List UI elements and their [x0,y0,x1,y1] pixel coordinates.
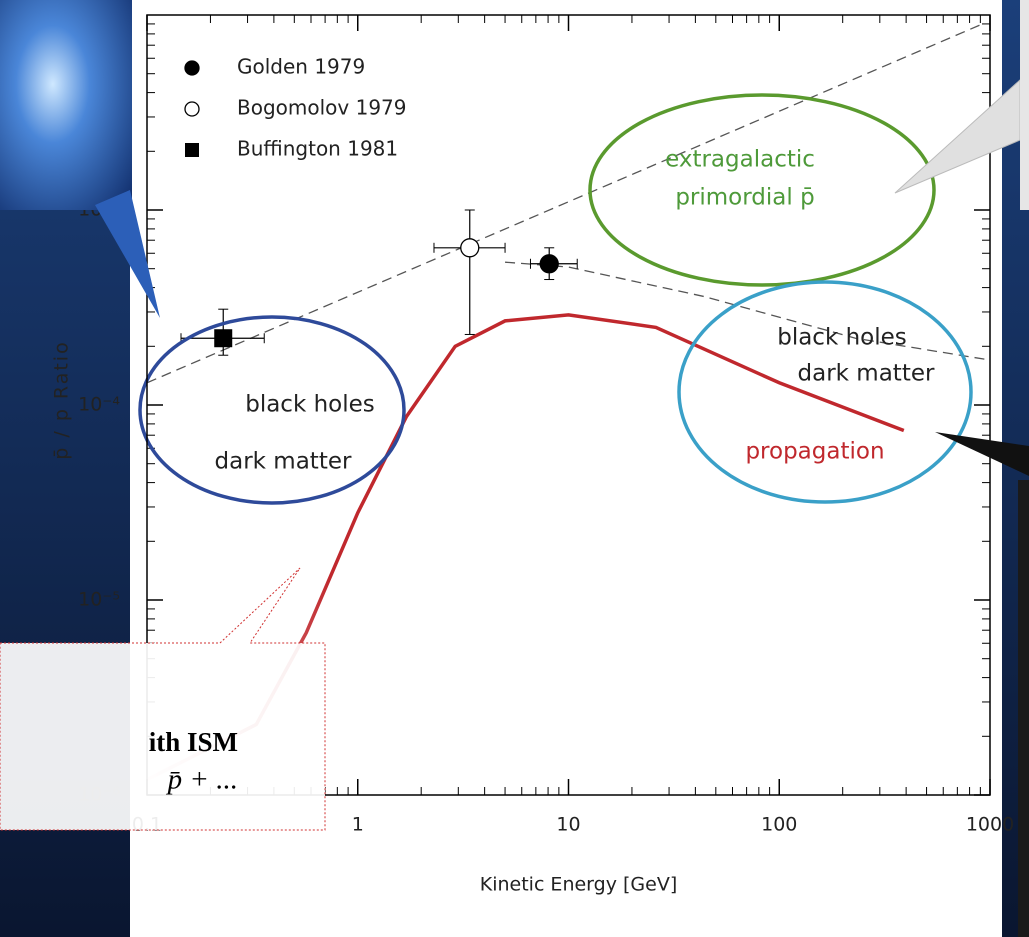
data-point [184,101,200,117]
annotation-ellipse [677,280,973,504]
dark-pointer [935,432,1029,476]
annotation-text: extragalactic [665,147,815,173]
plot-frame [146,14,991,796]
speech-box [1020,0,1029,210]
annotation-text: primordial p̄ [675,185,814,211]
data-point [214,329,233,348]
overlay: ith ISM p̄ + ... [149,727,238,795]
callout-text: p̄ + ... [166,764,238,796]
x-tick-label: 100 [761,814,797,836]
data-point [184,60,200,76]
y-tick-label: 10⁻⁵ [78,589,120,611]
legend-label: Bogomolov 1979 [237,96,407,120]
annotation-ellipse [588,93,936,287]
annotation-ellipse [138,315,406,505]
data-point [539,254,559,274]
callout-box [0,567,326,831]
legend-label: Golden 1979 [237,55,365,79]
y-tick-label: 10⁻⁴ [78,394,120,416]
plot: 0.1110100100010⁻³10⁻⁴10⁻⁵10⁻⁶Kinetic Ene… [51,15,1014,896]
annotation-text: propagation [745,439,884,465]
x-axis-label: Kinetic Energy [GeV] [480,874,677,896]
side-image [1018,480,1029,937]
annotation-text: dark matter [215,449,352,475]
annotation-text: dark matter [798,361,935,387]
curve [146,24,981,384]
annotation-text: black holes [245,392,375,418]
annotation-text: black holes [777,325,907,351]
x-tick-label: 1 [352,814,364,836]
x-tick-label: 1000 [966,814,1014,836]
data-point [460,238,480,258]
data-point [185,143,199,157]
callout-text: ith ISM [149,727,238,757]
x-tick-label: 10 [556,814,580,836]
galaxy-image [0,0,132,210]
legend-label: Buffington 1981 [237,137,398,161]
y-axis-label: p̄ / p Ratio [51,340,73,459]
image-pointer [95,190,160,318]
curve [505,261,991,361]
